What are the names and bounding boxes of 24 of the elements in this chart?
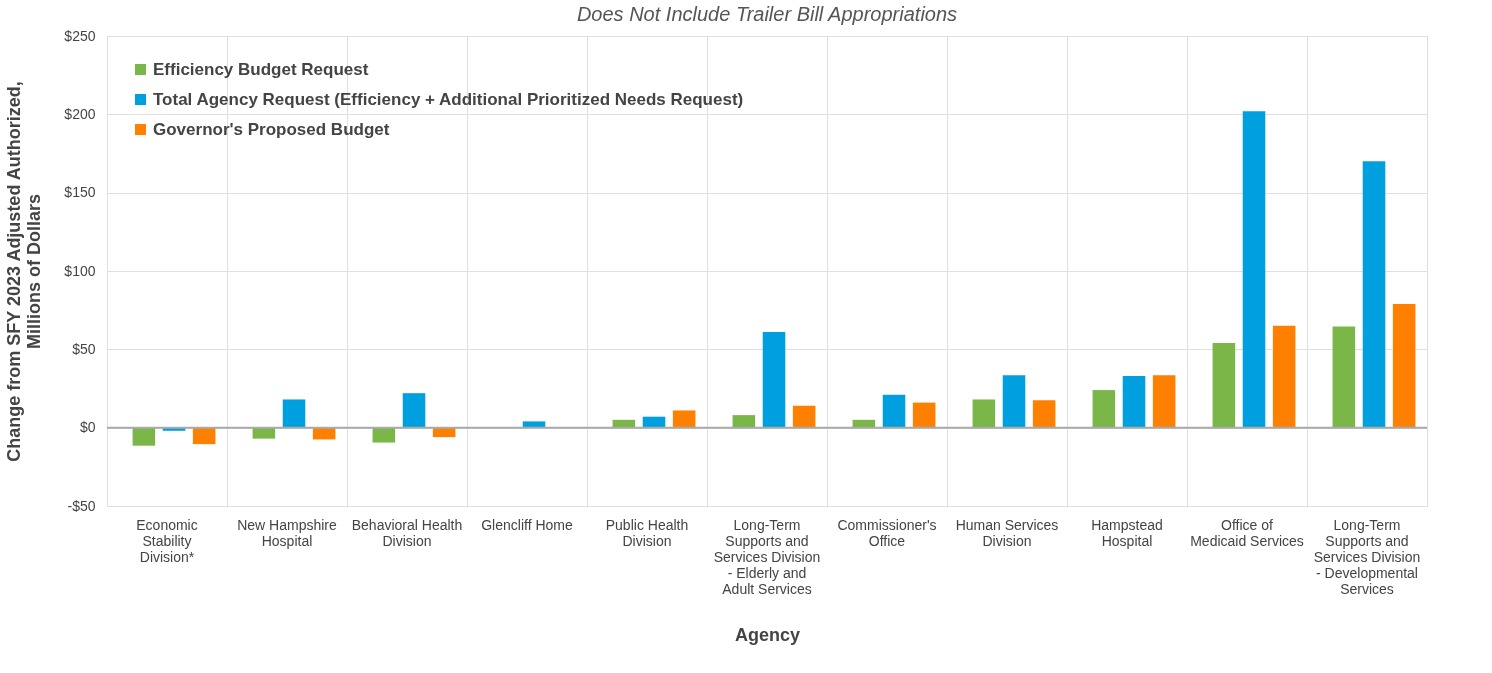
x-tick-label: Hampstead Hospital [1091,516,1163,549]
x-tick-label: Commissioner's Office [837,516,937,549]
x-tick-label: Long-Term Supports and Services Division - Elderly and Adult Services [713,516,821,597]
legend-label: Governor's Proposed Budget [153,119,390,139]
x-tick-label: Office of Medicaid Services [1190,516,1304,549]
x-axis-title: Agency [734,624,801,645]
x-tick-label: Public Health Division [605,516,689,549]
chart-title: Does Not Include Trailer Bill Appropriations [576,3,958,25]
x-tick-label: Long-Term Supports and Services Division - Developmental Services [1313,516,1421,597]
y-tick-label: $50 [72,340,96,357]
y-tick-label: $0 [79,419,96,436]
x-tick-label: New Hampshire Hospital [237,516,337,549]
x-tick-label: Economic Stability Division* [136,516,198,565]
y-tick-label: $250 [64,27,96,44]
legend-label: Efficiency Budget Request [153,59,369,79]
y-tick-label: $150 [64,184,96,201]
y-tick-label: $200 [64,105,96,122]
x-tick-label: Human Services Division [955,516,1059,549]
y-tick-label: $100 [64,262,96,279]
y-axis-title: Change from SFY 2023 Adjusted Authorized, Millions of Dollars [4,81,45,462]
y-tick-label: -$50 [67,497,96,514]
legend-label: Total Agency Request (Efficiency + Additional Prioritized Needs Request) [153,89,744,109]
x-tick-label: Glencliff Home [481,516,573,533]
x-tick-label: Behavioral Health Division [351,516,463,549]
